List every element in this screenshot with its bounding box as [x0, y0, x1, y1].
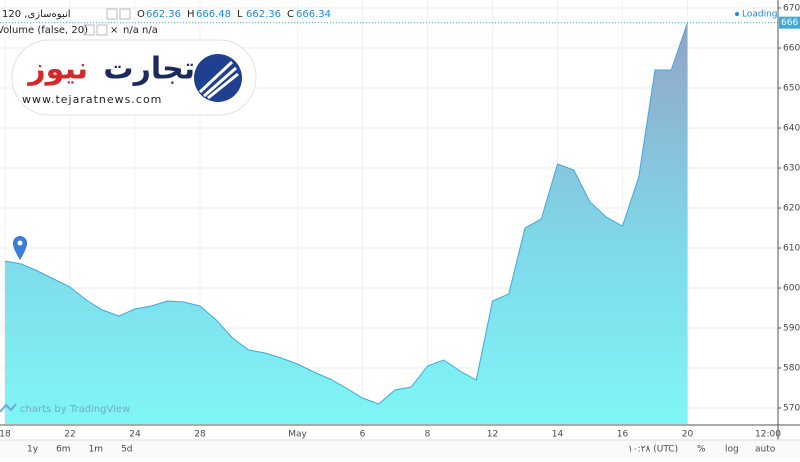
icon[interactable] [106, 8, 118, 20]
logo-brand: تجارت [103, 52, 195, 87]
scale-option[interactable]: auto [755, 445, 776, 455]
indicator-name: Volume (false, 20) [0, 25, 88, 36]
y-tick-label: 580 [783, 364, 800, 374]
ohlc-key: H [187, 9, 195, 20]
icon[interactable] [83, 24, 95, 36]
x-tick-label: May [288, 430, 307, 440]
x-tick-label: 12:00 [755, 430, 781, 440]
y-tick-label: 650 [783, 84, 800, 94]
status-dot [735, 12, 739, 16]
icon-close[interactable]: × [110, 25, 118, 36]
toolbar [0, 440, 800, 458]
x-tick-label: 28 [194, 430, 206, 440]
y-tick-label: 610 [783, 244, 800, 254]
logo-stripes [198, 60, 239, 100]
toolbar-items: 1y 6m 1m 5d ۱۰:۲۸ (UTC)% log auto [27, 445, 776, 455]
ohlc-key: O [137, 9, 145, 20]
ohlc-value: 666.48 [196, 9, 231, 20]
range-button[interactable]: 5d [121, 445, 132, 455]
x-tick-label: 6 [360, 430, 366, 440]
price-label-box [779, 16, 800, 29]
plot [0, 22, 778, 424]
logo-emblem [194, 54, 242, 102]
scale-option[interactable]: log [725, 445, 739, 455]
y-tick-label: 570 [783, 404, 800, 414]
x-tick-label: 14 [552, 430, 564, 440]
ohlc-key: L [237, 9, 243, 20]
price-label: 666 [781, 18, 798, 28]
line [4, 22, 688, 405]
watermark: charts by TradingView [20, 404, 130, 415]
icon[interactable] [119, 8, 131, 20]
event-pin[interactable] [13, 236, 27, 260]
y-tick-label: 620 [783, 204, 800, 214]
ohlc-value: 666.34 [296, 9, 331, 20]
y-tick-label: 630 [783, 164, 800, 174]
symbol-title: انبوه‌سازی, 120 [2, 9, 71, 20]
x-tick-label: 20 [682, 430, 694, 440]
range-button[interactable]: 1m [89, 445, 104, 455]
x-tick-label: 18 [0, 430, 11, 440]
range-button[interactable]: 1y [27, 445, 39, 455]
event-pin-dot [17, 240, 23, 246]
ohlc-value: 662.36 [146, 9, 181, 20]
ohlc-value: 662.36 [246, 9, 281, 20]
x-tick-label: 8 [425, 430, 431, 440]
x-tick-label: 24 [129, 430, 141, 440]
range-button[interactable]: 6m [56, 445, 71, 455]
y-tick-label: 640 [783, 124, 800, 134]
y-tick-label: 590 [783, 324, 800, 334]
logo-box [11, 39, 257, 116]
scale-option[interactable]: % [697, 445, 706, 455]
watermark-icon [0, 403, 17, 413]
y-tick-label: 670 [783, 4, 800, 14]
area [5, 22, 688, 424]
logo-brand: نیوز [26, 52, 88, 87]
y-tick-label: 660 [783, 44, 800, 54]
status: Loading [742, 10, 778, 20]
logo-url: www.tejaratnews.com [22, 93, 162, 106]
ohlc: O 662.36 H 666.48 L 662.36 C 666.34 [137, 9, 331, 20]
x-tick-label: 22 [64, 430, 75, 440]
ohlc-key: C [287, 9, 294, 20]
x-tick-label: 16 [617, 430, 629, 440]
time-display: ۱۰:۲۸ (UTC) [628, 445, 678, 455]
x-tick-label: 12 [487, 430, 498, 440]
indicator-values: n/a n/a [123, 25, 158, 36]
icon[interactable] [96, 24, 108, 36]
y-tick-label: 600 [783, 284, 800, 294]
